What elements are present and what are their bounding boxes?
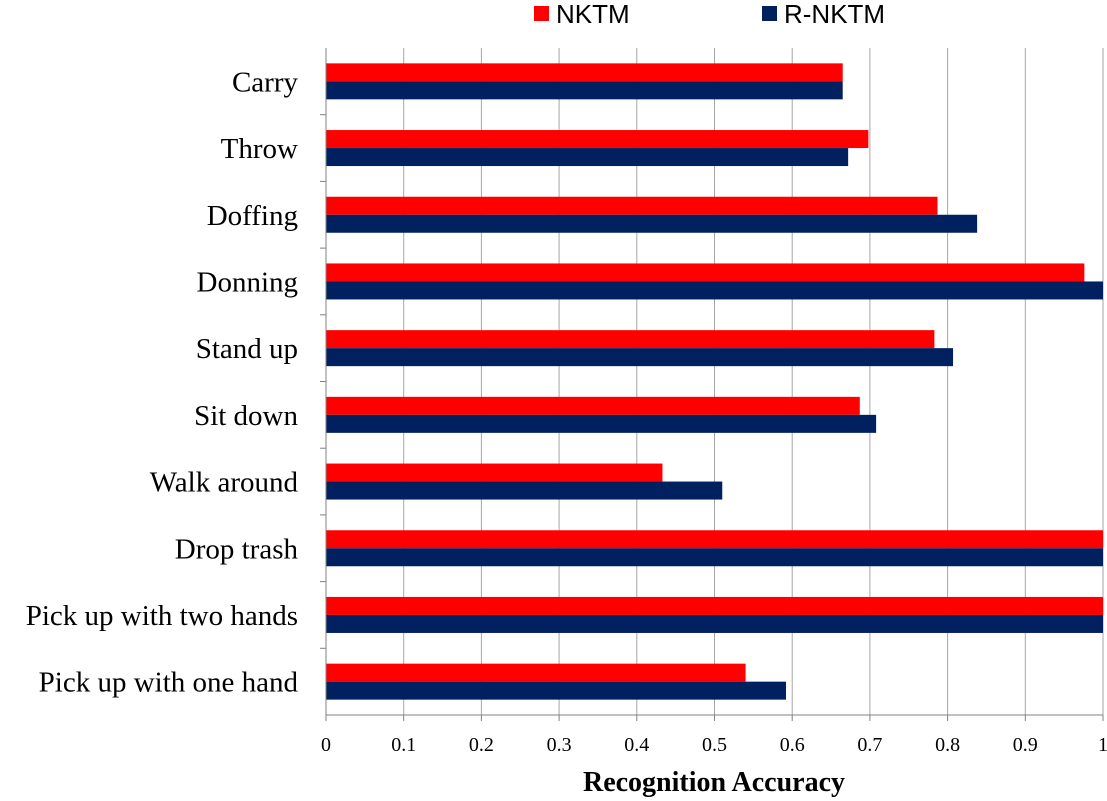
x-tick-label: 0.2 — [469, 734, 494, 756]
bar-nktm — [326, 663, 746, 682]
category-label: Donning — [197, 266, 299, 298]
category-label: Stand up — [196, 333, 298, 365]
x-tick-label: 1 — [1098, 734, 1107, 756]
category-label: Pick up with one hand — [39, 667, 299, 699]
bar-nktm — [326, 196, 938, 215]
category-label: Throw — [221, 133, 298, 165]
bar-r-nktm — [326, 414, 877, 433]
bar-r-nktm — [326, 548, 1103, 567]
x-tick-label: 0.9 — [1013, 734, 1038, 756]
x-tick-label: 0.8 — [935, 734, 960, 756]
bar-r-nktm — [326, 681, 786, 700]
legend-swatch — [534, 6, 549, 21]
bar-r-nktm — [326, 81, 843, 100]
bar-r-nktm — [326, 281, 1103, 300]
x-tick-label: 0.4 — [624, 734, 649, 756]
category-label: Pick up with two hands — [26, 600, 298, 632]
bar-nktm — [326, 596, 1103, 615]
category-labels: Carry Throw Doffing Donning Stand up Sit down… — [26, 66, 299, 698]
x-tick-label: 0.7 — [857, 734, 882, 756]
category-label: Doffing — [207, 200, 298, 232]
category-label: Carry — [232, 66, 299, 98]
bar-nktm — [326, 130, 869, 149]
bar-nktm — [326, 530, 1103, 549]
x-tick-label: 0.5 — [702, 734, 727, 756]
x-tick-label: 0.1 — [391, 734, 416, 756]
category-label: Sit down — [194, 400, 298, 432]
x-tick-labels: 0 0.1 0.2 0.3 0.4 0.5 0.6 0.7 0.8 0.9 1 — [321, 734, 1107, 756]
x-tick-label: 0 — [321, 734, 331, 756]
category-label: Drop trash — [175, 533, 299, 565]
bar-r-nktm — [326, 348, 954, 367]
bar-r-nktm — [326, 148, 849, 167]
bar-r-nktm — [326, 614, 1103, 633]
category-label: Walk around — [150, 467, 299, 499]
bar-r-nktm — [326, 481, 723, 500]
bar-nktm — [326, 263, 1085, 282]
x-tick-label: 0.3 — [547, 734, 572, 756]
x-axis-title: Recognition Accuracy — [583, 767, 845, 798]
bar-nktm — [326, 396, 860, 415]
bars — [326, 63, 1103, 700]
axes — [320, 48, 1104, 721]
legend-swatch — [762, 6, 777, 21]
bar-nktm — [326, 330, 935, 349]
legend: NKTM R-NKTM — [534, 0, 885, 29]
legend-label: NKTM — [556, 0, 630, 29]
bar-r-nktm — [326, 214, 978, 233]
x-tick-label: 0.6 — [780, 734, 805, 756]
legend-label: R-NKTM — [784, 0, 885, 29]
bar-nktm — [326, 463, 663, 482]
bar-nktm — [326, 63, 843, 82]
